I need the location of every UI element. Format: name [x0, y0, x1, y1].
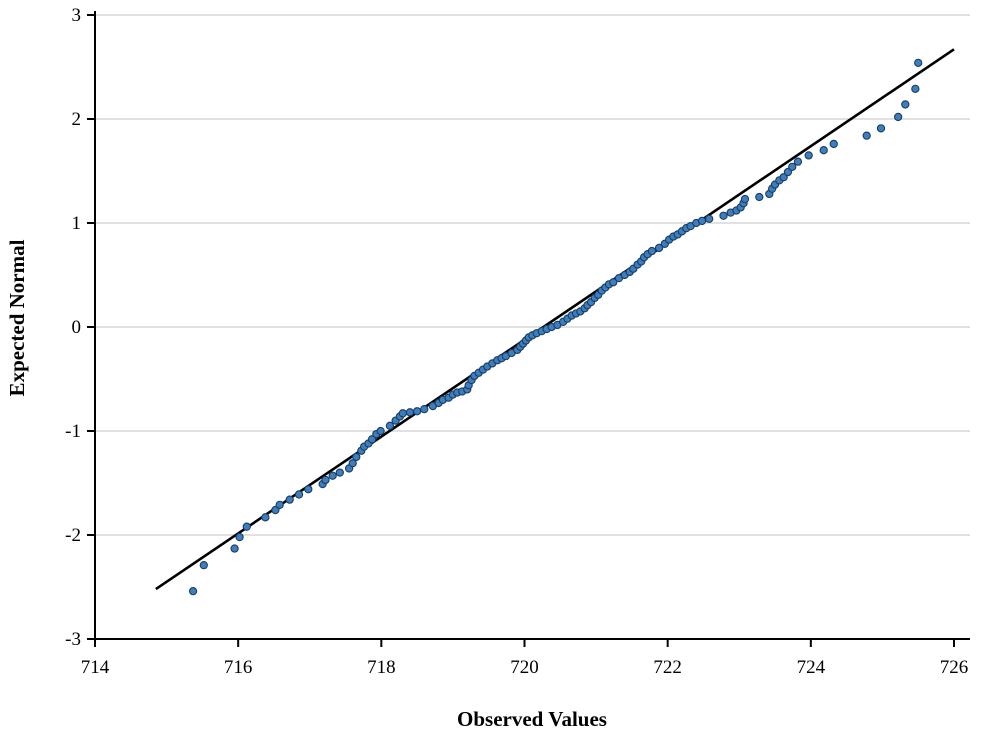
data-point: [804, 151, 813, 160]
data-point: [304, 485, 313, 494]
gridlines: [95, 14, 970, 536]
x-tick-label: 720: [510, 657, 539, 678]
x-tick-label: 716: [224, 657, 253, 678]
data-point: [647, 246, 657, 256]
y-tick-label: 0: [72, 317, 82, 338]
data-point: [385, 421, 395, 430]
data-point: [188, 587, 198, 596]
y-tick-label: 1: [72, 213, 82, 234]
data-point: [335, 468, 344, 477]
data-point: [275, 500, 284, 509]
data-point: [285, 495, 294, 504]
data-point: [783, 167, 793, 177]
data-point: [705, 214, 714, 223]
data-point: [788, 162, 797, 171]
x-tick-label: 724: [797, 657, 826, 678]
data-point: [697, 216, 707, 226]
data-point: [862, 131, 871, 140]
data-point: [230, 544, 239, 553]
data-point: [321, 475, 330, 485]
data-point: [914, 58, 923, 67]
data-point: [352, 452, 361, 462]
data-points: [188, 58, 923, 596]
data-point: [405, 408, 415, 417]
data-point: [829, 139, 838, 149]
data-point: [376, 426, 385, 436]
data-point: [398, 409, 407, 418]
data-point: [242, 522, 251, 531]
data-point: [235, 532, 244, 542]
x-axis-title: Observed Values: [457, 707, 607, 731]
data-point: [911, 84, 920, 93]
data-point: [819, 146, 828, 155]
data-point: [793, 157, 803, 166]
data-point: [894, 112, 903, 122]
x-tick-label: 718: [367, 657, 396, 678]
data-point: [719, 211, 728, 220]
x-tick-label: 722: [653, 657, 682, 678]
y-axis-title: Expected Normal: [5, 239, 29, 396]
data-point: [740, 194, 750, 204]
data-point: [328, 471, 337, 480]
y-tick-label: 2: [72, 109, 82, 130]
data-point: [876, 124, 886, 133]
data-point: [901, 100, 910, 109]
data-point: [271, 505, 280, 515]
x-tick-label: 714: [81, 657, 110, 678]
data-point: [199, 561, 208, 570]
data-point: [367, 435, 377, 444]
data-point: [654, 243, 664, 253]
data-point: [412, 407, 422, 416]
y-tick-label: -2: [65, 525, 81, 546]
data-point: [294, 490, 304, 499]
data-point: [261, 513, 270, 522]
data-point: [420, 405, 429, 414]
x-tick-label: 726: [940, 657, 969, 678]
data-point: [755, 192, 764, 202]
axes: -3 -2 -1 0 1 2 3 714 716 718 720 722 724 726: [65, 5, 970, 678]
data-point: [609, 278, 618, 287]
y-tick-label: -3: [65, 629, 81, 650]
y-tick-label: -1: [65, 421, 81, 442]
y-tick-label: 3: [72, 5, 82, 26]
data-point: [779, 173, 788, 182]
data-point: [348, 459, 357, 468]
